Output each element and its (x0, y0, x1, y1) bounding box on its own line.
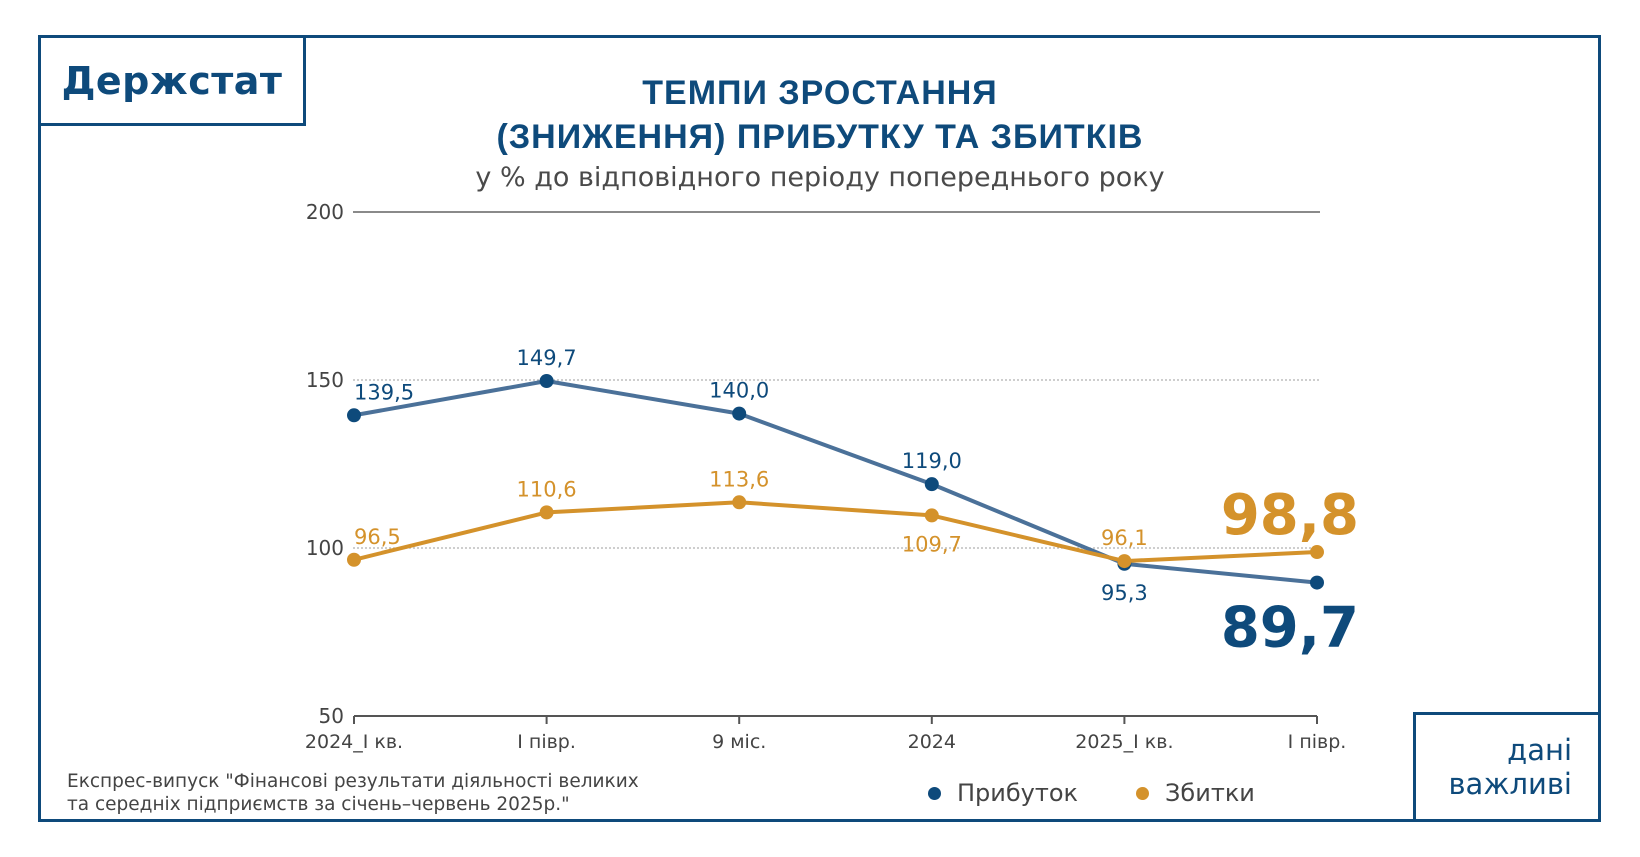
badge-line-1: дані (1507, 733, 1572, 767)
legend-label-profit: Прибуток (957, 779, 1079, 807)
badge-line-2: важливі (1448, 767, 1572, 801)
x-tick-label: I півр. (517, 731, 576, 753)
data-label-loss: 109,7 (902, 532, 962, 556)
x-tick-label: 2024 (908, 731, 956, 753)
y-tick-label: 150 (306, 368, 344, 392)
legend-item-loss: Збитки (1136, 779, 1255, 807)
data-label-profit: 139,5 (354, 380, 414, 404)
data-label-profit: 95,3 (1101, 581, 1148, 605)
data-point-profit (347, 408, 361, 423)
data-point-profit (1310, 575, 1324, 590)
series-layer (347, 374, 1324, 590)
data-label-loss: 96,5 (354, 525, 401, 549)
data-point-loss (1310, 545, 1324, 560)
y-tick-label: 100 (306, 536, 344, 560)
data-label-loss: 96,1 (1101, 526, 1148, 550)
x-tick-label: 9 міс. (712, 731, 766, 753)
source-line-2: та середніх підприємств за січень–червен… (67, 794, 570, 815)
logo-box: Держстат (38, 35, 306, 126)
data-point-loss (1117, 554, 1132, 569)
data-label-profit: 140,0 (709, 379, 769, 403)
gridlines (353, 211, 1320, 549)
data-label-loss: 113,6 (709, 467, 769, 491)
chart-title-line2: (ЗНИЖЕННЯ) ПРИБУТКУ ТА ЗБИТКІВ (496, 118, 1144, 156)
y-tick-label: 50 (319, 704, 344, 728)
data-point-profit (732, 406, 747, 421)
data-point-loss (924, 508, 939, 523)
y-tick-label: 200 (306, 200, 344, 224)
data-point-loss (539, 505, 554, 520)
data-label-loss: 110,6 (517, 477, 577, 501)
legend-dot-profit-icon (928, 786, 941, 800)
series-line-profit (353, 379, 1318, 585)
x-axis-labels: 2024_I кв. I півр. 9 міс. 2024 2025_I кв. I п… (305, 731, 1346, 753)
series-line-loss (353, 500, 1318, 564)
chart-title-line1: ТЕМПИ ЗРОСТАННЯ (642, 74, 998, 112)
x-tick-label: 2025_I кв. (1075, 731, 1173, 753)
data-label-profit: 89,7 (1221, 596, 1359, 661)
legend: Прибуток Збитки (928, 779, 1313, 807)
data-point-loss (347, 552, 361, 567)
data-point-profit (924, 477, 939, 492)
data-label-profit: 149,7 (517, 346, 577, 370)
source-note: Експрес-випуск "Фінансові результати дія… (67, 770, 639, 816)
badge-box: дані важливі (1413, 712, 1601, 822)
x-tick-label: I півр. (1288, 731, 1347, 753)
data-label-profit: 119,0 (902, 449, 962, 473)
legend-dot-loss-icon (1136, 786, 1150, 800)
legend-label-loss: Збитки (1165, 779, 1255, 807)
x-axis (353, 715, 1318, 724)
logo: Держстат (61, 58, 283, 103)
chart-subtitle: у % до відповідного періоду попереднього… (475, 162, 1165, 193)
data-label-loss: 98,8 (1221, 483, 1359, 548)
outer-frame (38, 35, 1601, 822)
data-point-profit (539, 374, 554, 389)
y-axis-labels: 200 150 100 50 (306, 200, 344, 728)
legend-item-profit: Прибуток (928, 779, 1078, 807)
data-labels: 139,5 149,7 140,0 119,0 95,3 89,7 96,5 110,6 113… (354, 346, 1359, 661)
data-point-loss (732, 495, 747, 510)
source-line-1: Експрес-випуск "Фінансові результати дія… (67, 771, 639, 792)
x-tick-label: 2024_I кв. (305, 731, 403, 753)
